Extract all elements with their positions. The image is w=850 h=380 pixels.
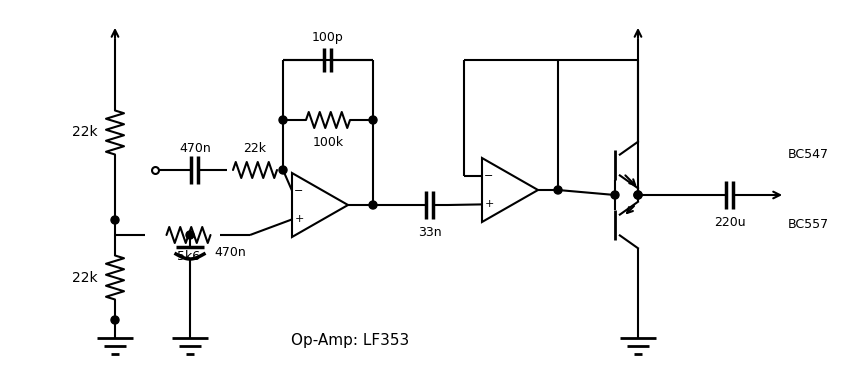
Text: 5k6: 5k6 — [177, 250, 200, 263]
Circle shape — [111, 216, 119, 224]
Text: 470n: 470n — [179, 141, 211, 155]
Text: BC547: BC547 — [788, 149, 829, 162]
Circle shape — [369, 201, 377, 209]
Text: 22k: 22k — [72, 271, 98, 285]
Text: 220u: 220u — [714, 217, 745, 230]
Text: −: − — [294, 185, 303, 196]
Text: 22k: 22k — [243, 141, 267, 155]
Text: +: + — [294, 214, 303, 225]
Circle shape — [369, 116, 377, 124]
Circle shape — [634, 191, 642, 199]
Text: −: − — [484, 171, 494, 180]
Circle shape — [279, 166, 287, 174]
Circle shape — [611, 191, 619, 199]
Circle shape — [111, 316, 119, 324]
Text: 470n: 470n — [214, 247, 246, 260]
Text: 100p: 100p — [312, 32, 344, 44]
Text: Op-Amp: LF353: Op-Amp: LF353 — [291, 332, 409, 347]
Circle shape — [279, 116, 287, 124]
Text: 33n: 33n — [418, 226, 442, 239]
Text: 100k: 100k — [313, 136, 343, 149]
Circle shape — [186, 231, 194, 239]
Text: BC557: BC557 — [788, 218, 829, 231]
Circle shape — [554, 186, 562, 194]
Text: +: + — [484, 200, 494, 209]
Text: 22k: 22k — [72, 125, 98, 139]
Circle shape — [634, 191, 642, 199]
